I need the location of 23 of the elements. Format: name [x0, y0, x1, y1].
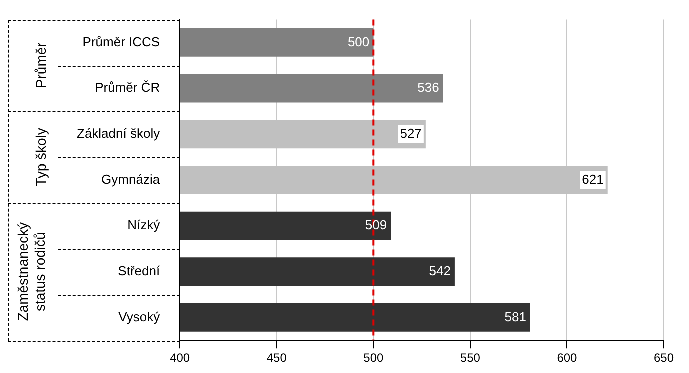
x-tick-label: 400: [170, 351, 190, 366]
y-tick-label: Střední: [118, 263, 160, 278]
y-tick-label: Průměr ICCS: [82, 34, 160, 50]
y-tick-label: Průměr ČR: [95, 80, 160, 96]
x-tick-label: 500: [364, 351, 384, 366]
text: Průměr: [32, 42, 49, 89]
data-label: 621: [582, 172, 604, 187]
data-label: 581: [504, 309, 526, 324]
data-label: 527: [400, 126, 422, 141]
data-label: 500: [348, 34, 370, 50]
data-label: 536: [418, 80, 440, 96]
y-tick-label: Gymnázia: [102, 172, 161, 187]
x-tick-label: 550: [460, 351, 481, 366]
x-tick-label: 450: [266, 351, 288, 366]
x-tick-label: 650: [654, 351, 674, 366]
y-tick-label: Nízký: [128, 218, 161, 233]
text: Typ školy: [32, 128, 49, 186]
data-label: 509: [365, 218, 388, 233]
y-tick-label: Základní školy: [76, 126, 161, 141]
data-label: 542: [429, 263, 451, 278]
x-tick-label: 600: [557, 351, 578, 366]
y-tick-label: Vysoký: [118, 309, 161, 324]
text: Zaměstnanecký status rodičů: [14, 222, 48, 322]
